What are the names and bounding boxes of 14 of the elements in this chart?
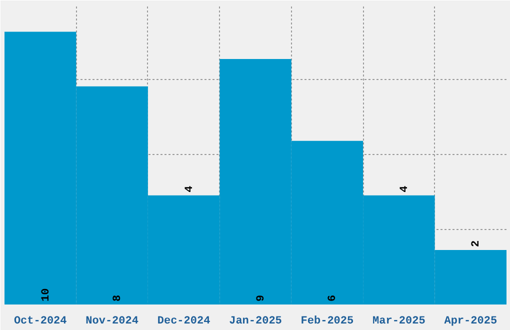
data-label: 10 [40,288,52,302]
data-label: 6 [327,294,340,302]
x-tick-label: Apr-2025 [444,316,498,328]
data-label: 4 [398,185,411,192]
data-label: 9 [256,294,268,302]
data-label: 4 [184,185,196,192]
data-label: 2 [470,240,483,247]
x-tick-label: Jan-2025 [229,316,282,328]
x-tick-label: Feb-2025 [300,316,354,328]
x-tick-label: Nov-2024 [86,316,139,328]
x-tick-label: Dec-2024 [157,316,211,328]
x-tick-label: Mar-2025 [372,316,426,328]
data-label: 8 [112,294,124,302]
x-tick-label: Oct-2024 [14,316,68,328]
